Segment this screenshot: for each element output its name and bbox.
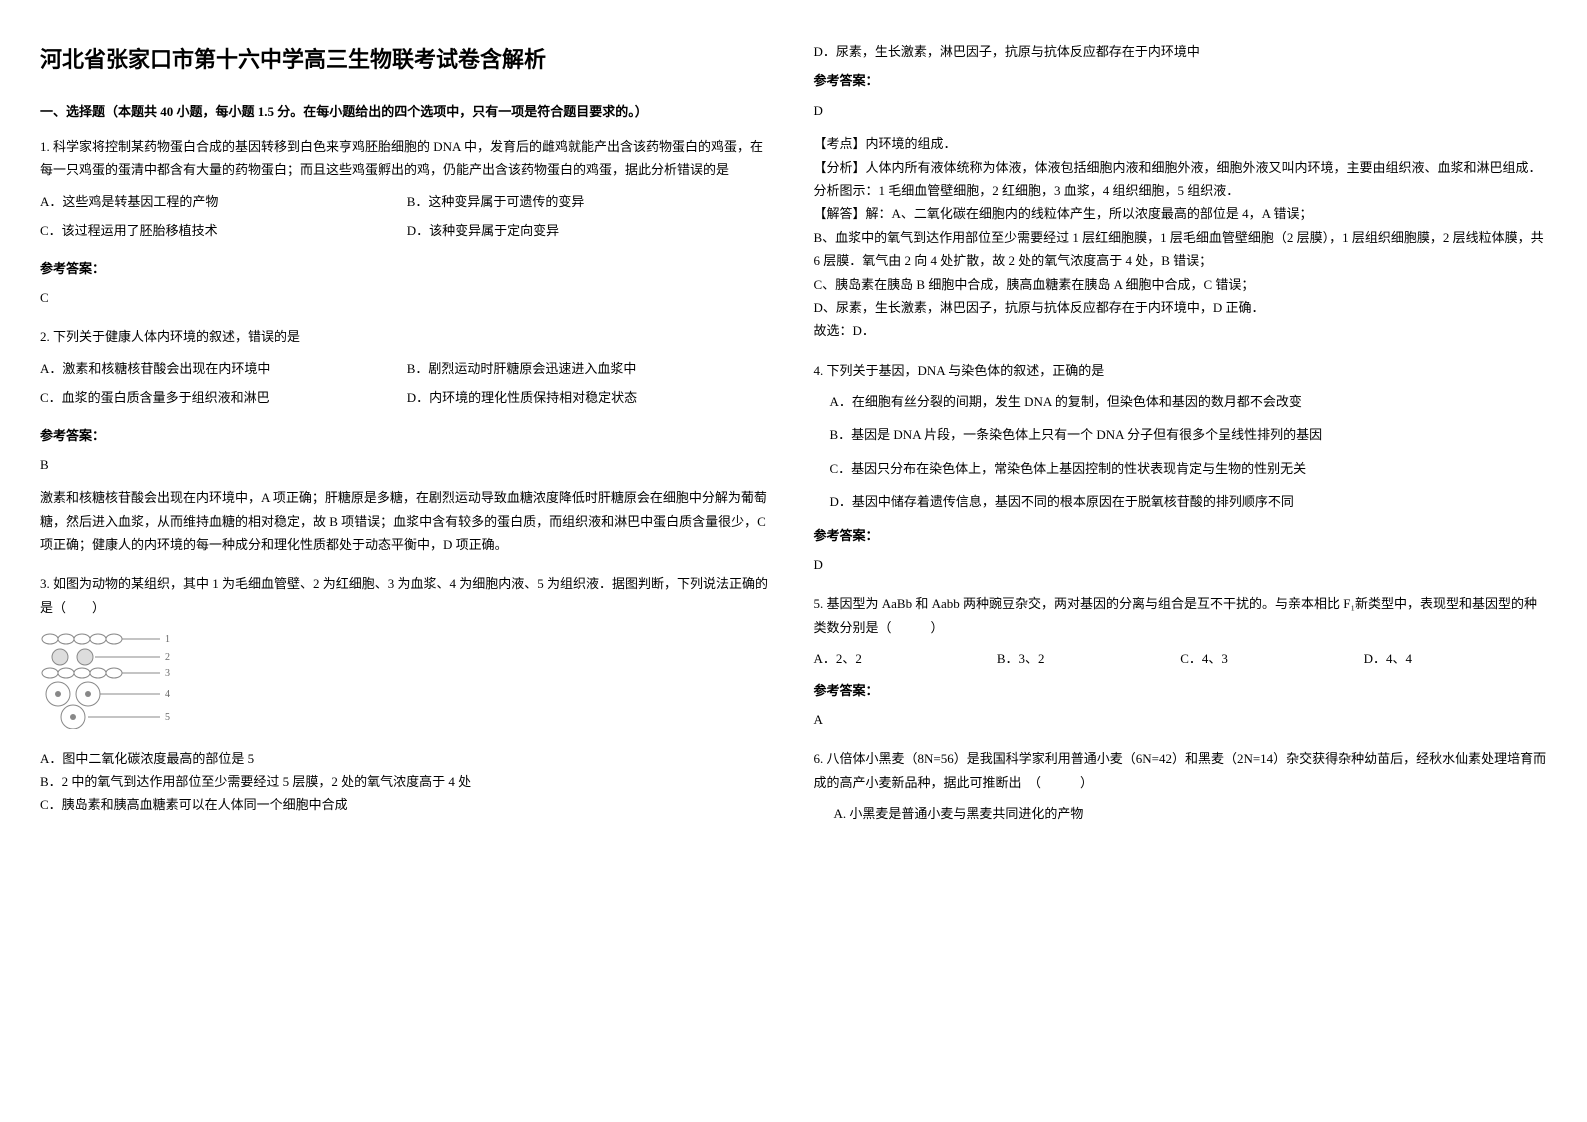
q3-option-b: B．2 中的氧气到达作用部位至少需要经过 5 层膜，2 处的氧气浓度高于 4 处 xyxy=(40,770,774,793)
q5-option-d: D．4、4 xyxy=(1364,647,1547,670)
q3-answer-label: 参考答案： xyxy=(814,69,1548,92)
q3-option-c: C．胰岛素和胰高血糖素可以在人体同一个细胞中合成 xyxy=(40,793,774,816)
q2-explanation: 激素和核糖核苷酸会出现在内环境中，A 项正确；肝糖原是多糖，在剧烈运动导致血糖浓… xyxy=(40,486,774,556)
q5-answer: A xyxy=(814,708,1548,731)
question-4-text: 4. 下列关于基因，DNA 与染色体的叙述，正确的是 xyxy=(814,359,1548,382)
question-5-options: A．2、2 B．3、2 C．4、3 D．4、4 xyxy=(814,647,1548,670)
question-3: 3. 如图为动物的某组织，其中 1 为毛细血管壁、2 为红细胞、3 为血浆、4 … xyxy=(40,572,774,816)
q5-answer-label: 参考答案： xyxy=(814,679,1548,702)
q5-option-a: A．2、2 xyxy=(814,647,997,670)
question-2-options: A．激素和核糖核苷酸会出现在内环境中 B．剧烈运动时肝糖原会迅速进入血浆中 C．… xyxy=(40,357,774,416)
question-3-text: 3. 如图为动物的某组织，其中 1 为毛细血管壁、2 为红细胞、3 为血浆、4 … xyxy=(40,572,774,619)
q3-answer: D xyxy=(814,99,1548,122)
q3-solve-d: D、尿素，生长激素，淋巴因子，抗原与抗体反应都存在于内环境中，D 正确． xyxy=(814,296,1548,319)
q2-answer: B xyxy=(40,453,774,476)
q3-analysis2: 分析图示：1 毛细血管壁细胞，2 红细胞，3 血浆，4 组织细胞，5 组织液． xyxy=(814,179,1548,202)
q1-answer-label: 参考答案： xyxy=(40,257,774,280)
section-1-header: 一、选择题（本题共 40 小题，每小题 1.5 分。在每小题给出的四个选项中，只… xyxy=(40,100,774,123)
question-1-options: A．这些鸡是转基因工程的产物 B．这种变异属于可遗传的变异 C．该过程运用了胚胎… xyxy=(40,190,774,249)
q4-option-d: D．基因中储存着遗传信息，基因不同的根本原因在于脱氧核苷酸的排列顺序不同 xyxy=(814,490,1548,513)
q4-answer: D xyxy=(814,553,1548,576)
q1-answer: C xyxy=(40,286,774,309)
q4-answer-label: 参考答案： xyxy=(814,524,1548,547)
q4-option-b: B．基因是 DNA 片段，一条染色体上只有一个 DNA 分子但有很多个呈线性排列… xyxy=(814,423,1548,446)
q4-option-a: A．在细胞有丝分裂的间期，发生 DNA 的复制，但染色体和基因的数月都不会改变 xyxy=(814,390,1548,413)
q2-option-d: D．内环境的理化性质保持相对稳定状态 xyxy=(407,386,774,409)
question-6: 6. 八倍体小黑麦（8N=56）是我国科学家利用普通小麦（6N=42）和黑麦（2… xyxy=(814,747,1548,825)
q2-option-a: A．激素和核糖核苷酸会出现在内环境中 xyxy=(40,357,407,380)
q6-option-a: A. 小黑麦是普通小麦与黑麦共同进化的产物 xyxy=(814,802,1548,825)
question-3-options: A．图中二氧化碳浓度最高的部位是 5 B．2 中的氧气到达作用部位至少需要经过 … xyxy=(40,747,774,817)
question-2-text: 2. 下列关于健康人体内环境的叙述，错误的是 xyxy=(40,325,774,348)
q3-option-d: D．尿素，生长激素，淋巴因子，抗原与抗体反应都存在于内环境中 xyxy=(814,40,1548,63)
q2-answer-label: 参考答案： xyxy=(40,424,774,447)
svg-text:5: 5 xyxy=(165,712,170,723)
left-column: 河北省张家口市第十六中学高三生物联考试卷含解析 一、选择题（本题共 40 小题，… xyxy=(40,40,774,842)
q3-solve-b: B、血浆中的氧气到达作用部位至少需要经过 1 层红细胞膜，1 层毛细血管壁细胞（… xyxy=(814,226,1548,273)
question-2: 2. 下列关于健康人体内环境的叙述，错误的是 A．激素和核糖核苷酸会出现在内环境… xyxy=(40,325,774,556)
q3-solve-c: C、胰岛素在胰岛 B 细胞中合成，胰高血糖素在胰岛 A 细胞中合成，C 错误； xyxy=(814,273,1548,296)
q4-option-c: C．基因只分布在染色体上，常染色体上基因控制的性状表现肯定与生物的性别无关 xyxy=(814,457,1548,480)
page-container: 河北省张家口市第十六中学高三生物联考试卷含解析 一、选择题（本题共 40 小题，… xyxy=(40,40,1547,842)
question-6-text: 6. 八倍体小黑麦（8N=56）是我国科学家利用普通小麦（6N=42）和黑麦（2… xyxy=(814,747,1548,794)
q1-option-b: B．这种变异属于可遗传的变异 xyxy=(407,190,774,213)
q5-option-c: C．4、3 xyxy=(1180,647,1363,670)
q3-analysis: 【分析】人体内所有液体统称为体液，体液包括细胞内液和细胞外液，细胞外液又叫内环境… xyxy=(814,156,1548,179)
q3-solve-a: 【解答】解：A、二氧化碳在细胞内的线粒体产生，所以浓度最高的部位是 4，A 错误… xyxy=(814,202,1548,225)
tissue-diagram: 1 2 3 xyxy=(40,629,774,736)
diagram-svg: 1 2 3 xyxy=(40,629,180,729)
q2-option-c: C．血浆的蛋白质含量多于组织液和淋巴 xyxy=(40,386,407,409)
q1-option-a: A．这些鸡是转基因工程的产物 xyxy=(40,190,407,213)
svg-text:1: 1 xyxy=(165,634,170,645)
q3-exam-point: 【考点】内环境的组成． xyxy=(814,132,1548,155)
svg-text:2: 2 xyxy=(165,652,170,663)
question-1: 1. 科学家将控制某药物蛋白合成的基因转移到白色来亨鸡胚胎细胞的 DNA 中，发… xyxy=(40,135,774,309)
q1-option-c: C．该过程运用了胚胎移植技术 xyxy=(40,219,407,242)
q1-option-d: D．该种变异属于定向变异 xyxy=(407,219,774,242)
svg-text:3: 3 xyxy=(165,668,170,679)
q5-option-b: B．3、2 xyxy=(997,647,1180,670)
q2-option-b: B．剧烈运动时肝糖原会迅速进入血浆中 xyxy=(407,357,774,380)
right-column: D．尿素，生长激素，淋巴因子，抗原与抗体反应都存在于内环境中 参考答案： D 【… xyxy=(814,40,1548,842)
question-5-text: 5. 基因型为 AaBb 和 Aabb 两种豌豆杂交，两对基因的分离与组合是互不… xyxy=(814,592,1548,639)
question-4: 4. 下列关于基因，DNA 与染色体的叙述，正确的是 A．在细胞有丝分裂的间期，… xyxy=(814,359,1548,577)
svg-text:4: 4 xyxy=(165,689,170,700)
question-1-text: 1. 科学家将控制某药物蛋白合成的基因转移到白色来亨鸡胚胎细胞的 DNA 中，发… xyxy=(40,135,774,182)
q3-conclusion: 故选：D． xyxy=(814,319,1548,342)
q3-option-a: A．图中二氧化碳浓度最高的部位是 5 xyxy=(40,747,774,770)
document-title: 河北省张家口市第十六中学高三生物联考试卷含解析 xyxy=(40,40,774,80)
question-5: 5. 基因型为 AaBb 和 Aabb 两种豌豆杂交，两对基因的分离与组合是互不… xyxy=(814,592,1548,731)
